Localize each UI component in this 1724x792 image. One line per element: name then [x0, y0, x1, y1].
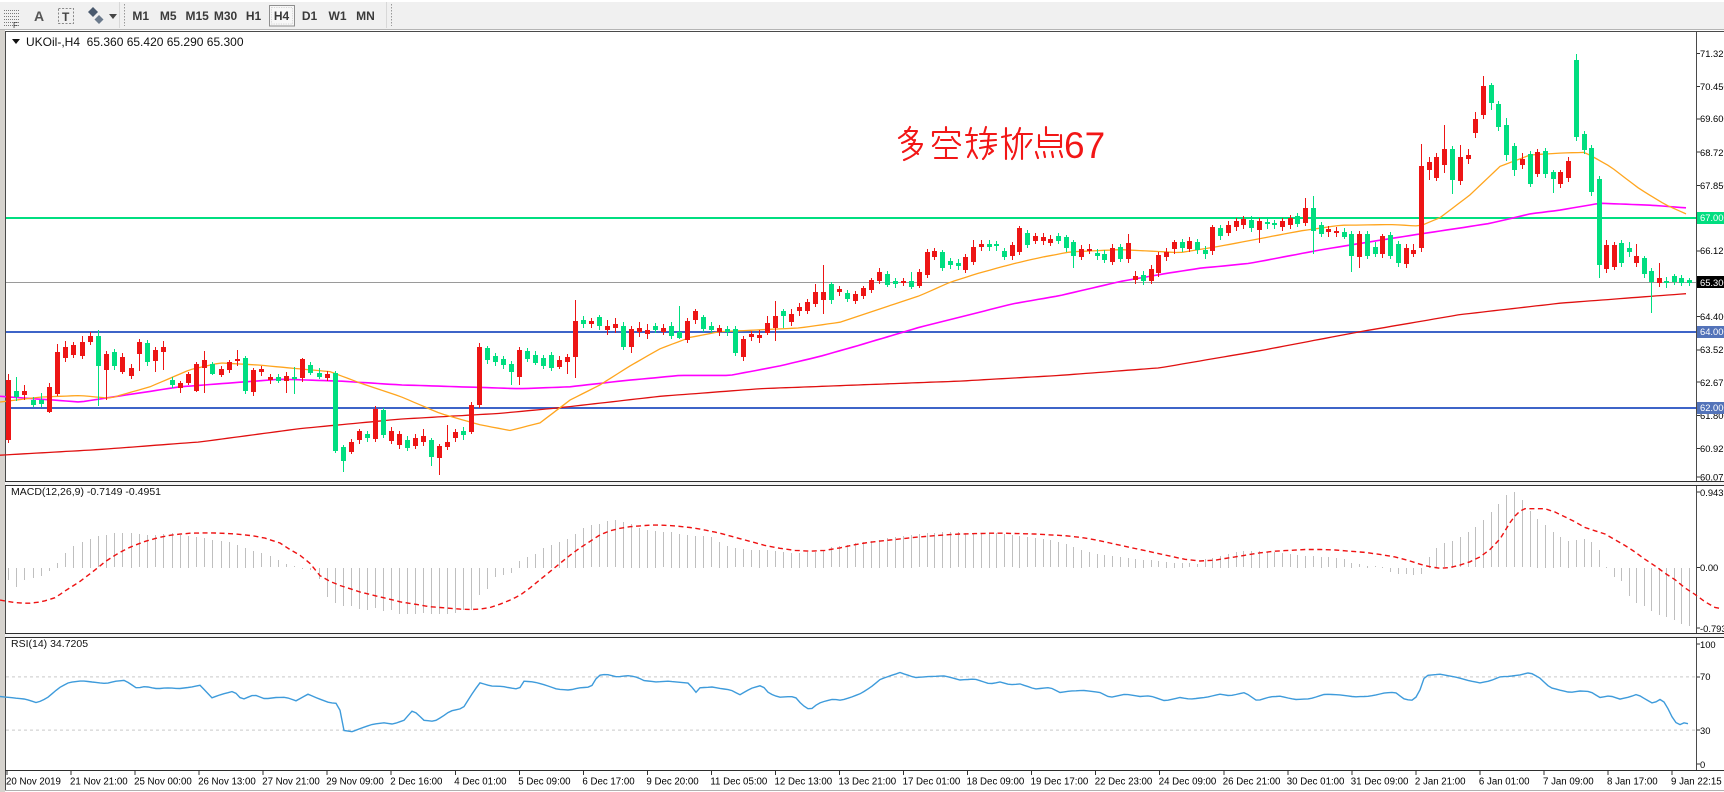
svg-text:MACD(12,26,9) -0.7149 -0.4951: MACD(12,26,9) -0.7149 -0.4951	[11, 486, 161, 498]
svg-text:7 Jan 09:00: 7 Jan 09:00	[1543, 777, 1594, 788]
svg-text:2 Jan 21:00: 2 Jan 21:00	[1415, 777, 1466, 788]
svg-text:2 Dec 16:00: 2 Dec 16:00	[390, 777, 443, 788]
svg-text:31 Dec 09:00: 31 Dec 09:00	[1351, 777, 1409, 788]
svg-text:9 Jan 22:15: 9 Jan 22:15	[1671, 777, 1722, 788]
svg-text:5 Dec 09:00: 5 Dec 09:00	[518, 777, 571, 788]
svg-text:21 Nov 21:00: 21 Nov 21:00	[70, 777, 128, 788]
svg-text:UKOil-,H4 65.360 65.420 65.29: UKOil-,H4 65.360 65.420 65.290 65.300	[26, 35, 244, 49]
svg-text:13 Dec 21:00: 13 Dec 21:00	[839, 777, 897, 788]
svg-text:70: 70	[1700, 671, 1710, 682]
svg-text:67.000: 67.000	[1700, 212, 1724, 223]
svg-text:67: 67	[1064, 125, 1105, 166]
svg-text:29 Nov 09:00: 29 Nov 09:00	[326, 777, 384, 788]
svg-text:68.725: 68.725	[1700, 147, 1724, 158]
svg-text:H4: H4	[274, 9, 290, 23]
svg-text:6 Dec 17:00: 6 Dec 17:00	[582, 777, 635, 788]
svg-text:12 Dec 13:00: 12 Dec 13:00	[775, 777, 833, 788]
svg-text:70.450: 70.450	[1700, 81, 1724, 92]
svg-text:8 Jan 17:00: 8 Jan 17:00	[1607, 777, 1658, 788]
svg-text:MN: MN	[356, 9, 375, 23]
svg-text:M1: M1	[132, 9, 149, 23]
svg-text:26 Dec 21:00: 26 Dec 21:00	[1223, 777, 1281, 788]
svg-text:F: F	[13, 21, 18, 30]
svg-text:65.300: 65.300	[1700, 277, 1724, 288]
svg-text:30 Dec 01:00: 30 Dec 01:00	[1287, 777, 1345, 788]
svg-text:62.000: 62.000	[1700, 402, 1724, 413]
svg-text:0.9439: 0.9439	[1700, 487, 1724, 498]
svg-text:11 Dec 05:00: 11 Dec 05:00	[710, 777, 768, 788]
svg-text:D1: D1	[302, 9, 318, 23]
svg-text:60.925: 60.925	[1700, 443, 1724, 454]
svg-text:A: A	[34, 8, 44, 24]
svg-text:60.075: 60.075	[1700, 472, 1724, 483]
svg-text:18 Dec 09:00: 18 Dec 09:00	[967, 777, 1025, 788]
svg-text:0: 0	[1700, 759, 1705, 770]
svg-text:M15: M15	[186, 9, 210, 23]
svg-text:19 Dec 17:00: 19 Dec 17:00	[1031, 777, 1089, 788]
svg-text:64.400: 64.400	[1700, 311, 1724, 322]
svg-text:RSI(14) 34.7205: RSI(14) 34.7205	[11, 638, 88, 650]
svg-text:67.850: 67.850	[1700, 180, 1724, 191]
svg-text:M30: M30	[214, 9, 238, 23]
svg-text:T: T	[62, 10, 70, 24]
svg-text:M5: M5	[160, 9, 177, 23]
svg-text:9 Dec 20:00: 9 Dec 20:00	[646, 777, 699, 788]
svg-text:25 Nov 00:00: 25 Nov 00:00	[134, 777, 192, 788]
svg-text:-0.7939: -0.7939	[1700, 623, 1724, 634]
svg-text:71.325: 71.325	[1700, 48, 1724, 59]
svg-text:20 Nov 2019: 20 Nov 2019	[6, 777, 61, 788]
svg-text:H1: H1	[246, 9, 262, 23]
svg-text:63.525: 63.525	[1700, 344, 1724, 355]
svg-text:30: 30	[1700, 725, 1710, 736]
svg-text:27 Nov 21:00: 27 Nov 21:00	[262, 777, 320, 788]
svg-text:66.125: 66.125	[1700, 245, 1724, 256]
svg-text:6 Jan 01:00: 6 Jan 01:00	[1479, 777, 1530, 788]
svg-text:4 Dec 01:00: 4 Dec 01:00	[454, 777, 507, 788]
svg-text:69.600: 69.600	[1700, 113, 1724, 124]
svg-text:26 Nov 13:00: 26 Nov 13:00	[198, 777, 256, 788]
svg-text:64.000: 64.000	[1700, 326, 1724, 337]
svg-text:22 Dec 23:00: 22 Dec 23:00	[1095, 777, 1153, 788]
svg-text:62.675: 62.675	[1700, 377, 1724, 388]
svg-text:24 Dec 09:00: 24 Dec 09:00	[1159, 777, 1217, 788]
svg-text:0.00: 0.00	[1700, 562, 1718, 573]
svg-text:100: 100	[1700, 639, 1716, 650]
svg-text:17 Dec 01:00: 17 Dec 01:00	[903, 777, 961, 788]
svg-text:W1: W1	[329, 9, 347, 23]
svg-text:61.800: 61.800	[1700, 410, 1724, 421]
